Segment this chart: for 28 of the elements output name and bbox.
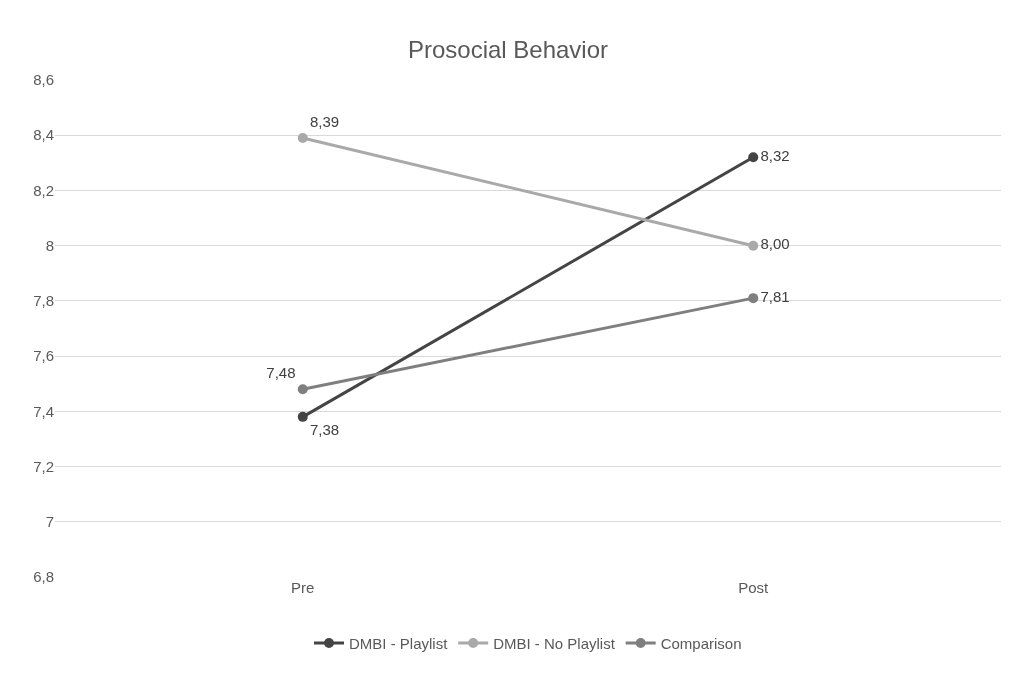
data-label: 8,39 bbox=[310, 112, 340, 130]
y-tick-label: 8,2 bbox=[33, 181, 54, 199]
legend-label: DMBI - No Playlist bbox=[493, 634, 616, 652]
y-tick-label: 8,4 bbox=[33, 126, 54, 144]
data-label: 7,81 bbox=[760, 287, 790, 305]
legend-label: DMBI - Playlist bbox=[349, 634, 449, 652]
y-tick-label: 7,8 bbox=[33, 292, 54, 310]
chart-title: Prosocial Behavior bbox=[407, 36, 609, 64]
y-tick-label: 7,2 bbox=[33, 457, 54, 475]
data-label: 8,32 bbox=[760, 147, 790, 165]
point bbox=[297, 411, 308, 422]
x-tick-label: Post bbox=[738, 579, 770, 596]
data-label: 7,48 bbox=[266, 364, 296, 382]
y-tick-label: 7,6 bbox=[33, 347, 54, 365]
point bbox=[297, 384, 308, 395]
point bbox=[748, 293, 759, 304]
point bbox=[748, 240, 759, 251]
point bbox=[297, 132, 308, 143]
data-label: 8,00 bbox=[760, 235, 790, 253]
y-tick-label: 7,4 bbox=[33, 402, 54, 420]
point bbox=[748, 152, 759, 163]
y-tick-label: 7 bbox=[45, 513, 54, 531]
y-tick-label: 6,8 bbox=[33, 568, 54, 586]
y-tick-label: 8,6 bbox=[33, 71, 54, 89]
legend-label: Comparison bbox=[660, 634, 742, 652]
data-label: 7,38 bbox=[310, 421, 340, 439]
y-tick-label: 8 bbox=[45, 236, 54, 254]
x-tick-label: Pre bbox=[291, 579, 315, 596]
